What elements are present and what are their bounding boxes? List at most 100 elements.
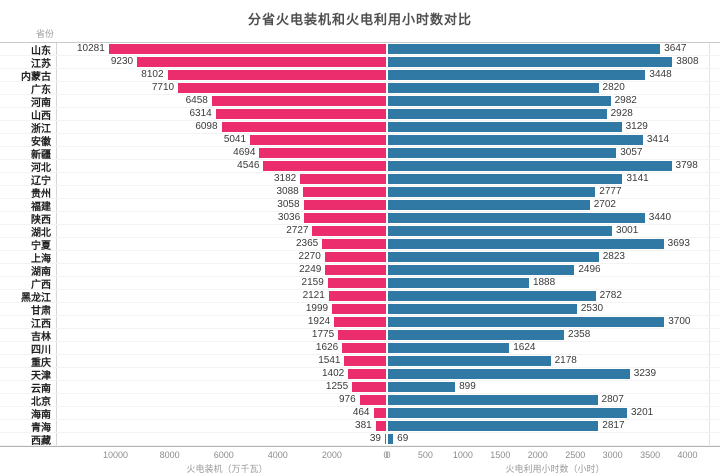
capacity-panel: 10281 (56, 43, 386, 55)
chart-row: 河北 4546 3798 (0, 160, 720, 174)
hours-panel: 2982 (388, 95, 710, 107)
capacity-value: 6098 (195, 121, 218, 132)
left-axis-tick: 10000 (102, 450, 129, 460)
capacity-bar (221, 122, 386, 132)
capacity-panel: 381 (56, 420, 386, 432)
chart-row: 辽宁 3182 3141 (0, 173, 720, 187)
chart-row: 西藏 39 69 (0, 433, 720, 447)
province-label: 青海 (31, 422, 51, 434)
chart-row: 四川 1626 1624 (0, 342, 720, 356)
hours-bar (388, 187, 596, 197)
hours-bar (388, 330, 565, 340)
hours-bar (388, 369, 630, 379)
capacity-panel: 464 (56, 407, 386, 419)
capacity-panel: 4694 (56, 147, 386, 159)
hours-value: 2820 (602, 82, 625, 93)
hours-panel: 2358 (388, 329, 710, 341)
capacity-panel: 976 (56, 394, 386, 406)
right-axis-tick: 1000 (452, 450, 473, 460)
capacity-panel: 4546 (56, 160, 386, 172)
capacity-value: 8102 (141, 69, 164, 80)
capacity-value: 6458 (185, 95, 208, 106)
chart-row: 云南 1255 899 (0, 381, 720, 395)
hours-value: 2823 (602, 251, 625, 262)
left-axis-tick: 2000 (321, 450, 342, 460)
capacity-panel: 3036 (56, 212, 386, 224)
hours-panel: 2807 (388, 394, 710, 406)
province-label: 河南 (31, 97, 51, 109)
province-label: 新疆 (31, 149, 51, 161)
hours-bar (388, 265, 575, 275)
capacity-bar (384, 434, 386, 444)
province-label: 广东 (31, 84, 51, 96)
chart-row: 上海 2270 2823 (0, 251, 720, 265)
chart-row: 广西 2159 1888 (0, 277, 720, 291)
hours-value: 2782 (599, 290, 622, 301)
capacity-value: 2365 (295, 238, 319, 249)
hours-panel: 3448 (388, 69, 710, 81)
hours-value: 2817 (602, 420, 625, 431)
hours-value: 1888 (532, 277, 556, 288)
right-axis-title: 火电利用小时数（小时） (505, 464, 605, 474)
capacity-bar (211, 96, 386, 106)
chart-row: 山东 10281 3647 (0, 43, 720, 57)
capacity-panel: 1541 (56, 355, 386, 367)
province-label: 西藏 (31, 435, 51, 447)
capacity-bar (259, 148, 386, 158)
hours-bar (388, 57, 673, 67)
province-label: 福建 (31, 201, 51, 213)
capacity-value: 6314 (189, 108, 212, 119)
hours-panel: 2928 (388, 108, 710, 120)
capacity-panel: 1255 (56, 381, 386, 393)
hours-bar (388, 434, 394, 444)
capacity-bar (375, 421, 386, 431)
hours-panel: 3798 (388, 160, 710, 172)
capacity-value: 4694 (233, 147, 256, 158)
right-axis-tick: 4000 (677, 450, 698, 460)
province-label: 山西 (31, 110, 51, 122)
capacity-panel: 2727 (56, 225, 386, 237)
province-label: 湖北 (31, 227, 51, 239)
capacity-value: 10281 (76, 43, 105, 54)
hours-value: 3129 (625, 121, 648, 132)
hours-panel: 3700 (388, 316, 710, 328)
hours-panel: 3141 (388, 173, 710, 185)
capacity-bar (334, 317, 386, 327)
capacity-panel: 6458 (56, 95, 386, 107)
capacity-bar (344, 356, 386, 366)
capacity-value: 1402 (321, 368, 345, 379)
chart-row: 新疆 4694 3057 (0, 147, 720, 161)
chart-row: 广东 7710 2820 (0, 82, 720, 96)
hours-bar (388, 70, 646, 80)
hours-bar (388, 83, 599, 93)
hours-value: 3239 (633, 368, 657, 379)
hours-value: 3440 (648, 212, 672, 223)
province-label: 广西 (31, 279, 51, 291)
hours-bar (388, 278, 529, 288)
hours-value: 3693 (667, 238, 690, 249)
right-axis-tick: 1500 (490, 450, 511, 460)
hours-panel: 2777 (388, 186, 710, 198)
hours-value: 1624 (513, 342, 536, 353)
capacity-value: 2121 (302, 290, 325, 301)
capacity-bar (250, 135, 386, 145)
hours-panel: 2178 (388, 355, 710, 367)
province-label: 贵州 (31, 188, 51, 200)
hours-panel: 3414 (388, 134, 710, 146)
capacity-value: 1541 (318, 355, 341, 366)
right-axis-tick: 0 (385, 450, 391, 460)
capacity-value: 2270 (298, 251, 321, 262)
province-label: 天津 (31, 370, 51, 382)
capacity-bar (359, 395, 386, 405)
hours-panel: 3808 (388, 56, 710, 68)
chart-row: 天津 1402 3239 (0, 368, 720, 382)
chart-row: 江西 1924 3700 (0, 316, 720, 330)
province-column-header: 省份 (36, 29, 55, 39)
chart-row: 河南 6458 2982 (0, 95, 720, 109)
hours-panel: 2782 (388, 290, 710, 302)
province-label: 江西 (31, 318, 51, 330)
hours-bar (388, 304, 577, 314)
capacity-panel: 5041 (56, 134, 386, 146)
capacity-value: 2727 (286, 225, 309, 236)
